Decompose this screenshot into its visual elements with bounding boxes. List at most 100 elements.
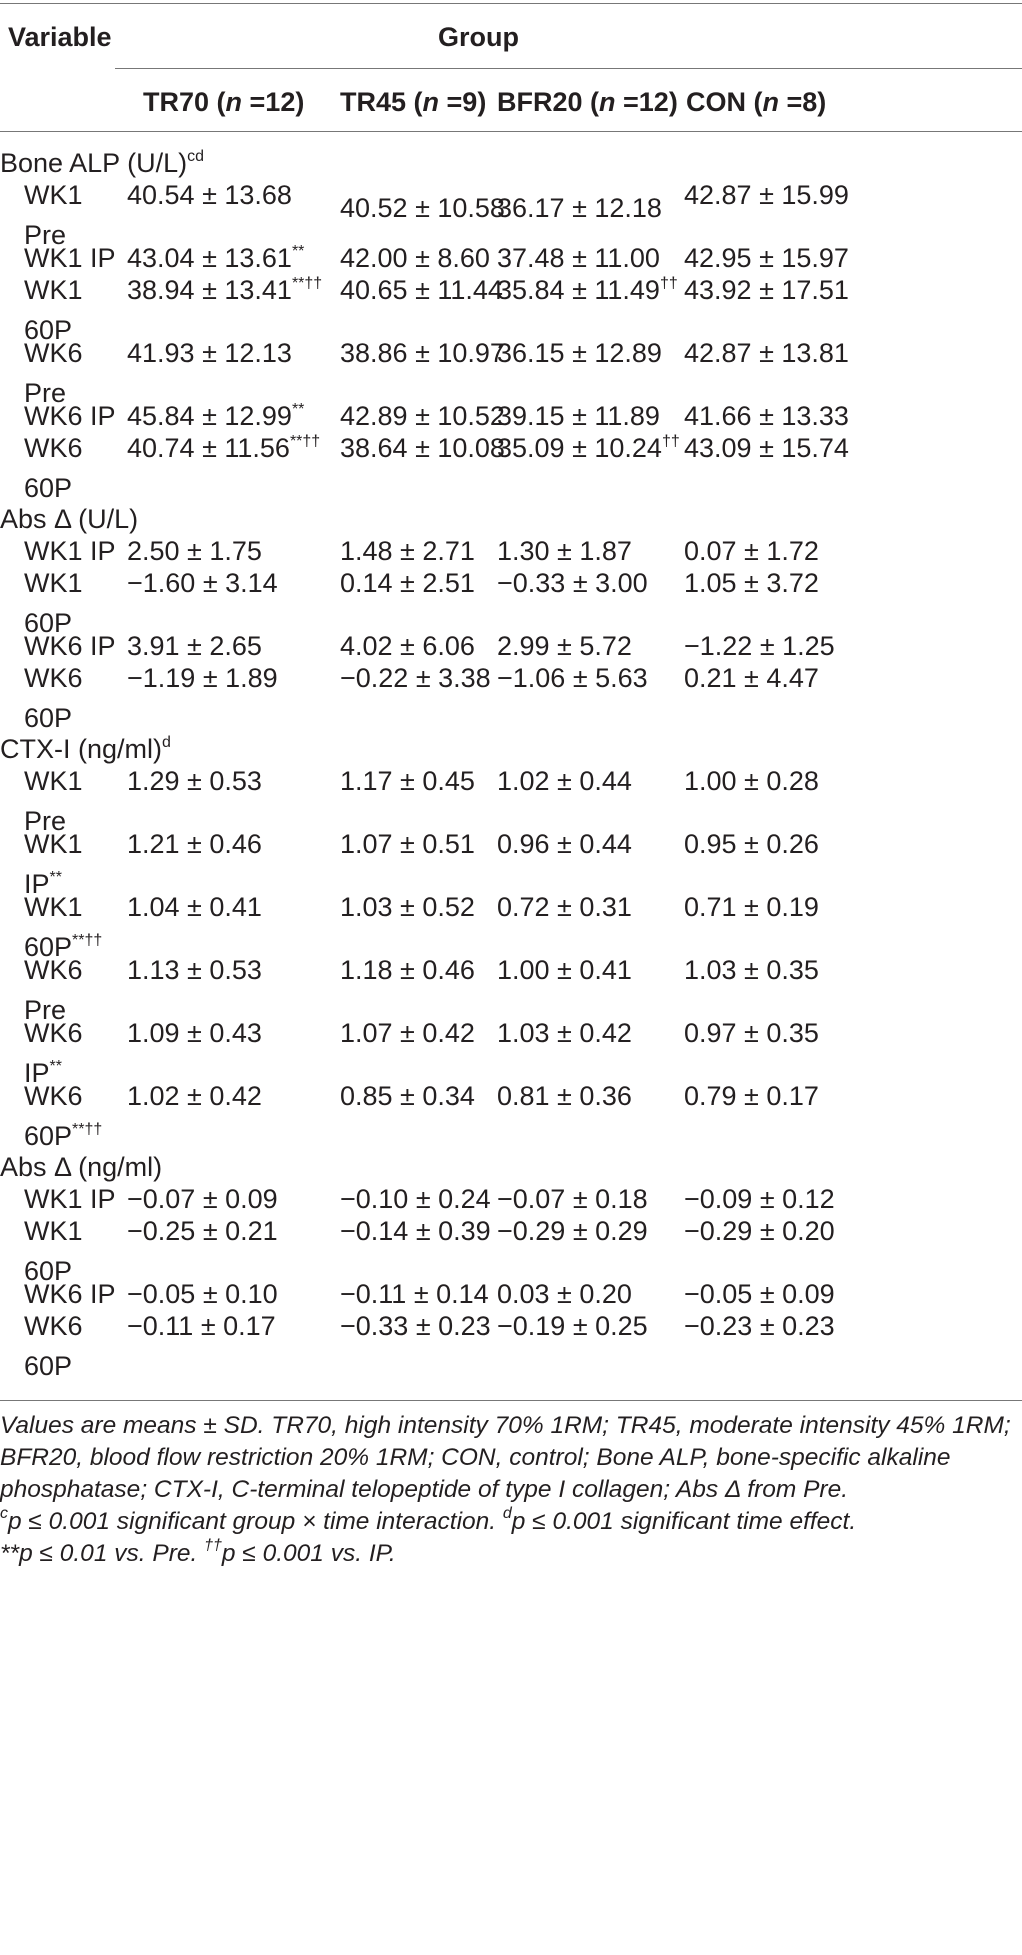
table-cell: 3.91 ± 2.65 <box>127 631 262 661</box>
table-cell: −0.10 ± 0.24 <box>340 1184 491 1214</box>
table-cell: −0.11 ± 0.14 <box>340 1279 489 1309</box>
row-label: WK1 Pre <box>24 766 83 836</box>
table-cell: 36.15 ± 12.89 <box>497 338 662 368</box>
row-label: WK6 60P <box>24 1311 83 1381</box>
table-cell: −0.23 ± 0.23 <box>684 1311 835 1341</box>
row-label: WK6 IP** <box>24 1018 83 1088</box>
row-label: WK1 IP <box>24 1184 116 1214</box>
table-cell: 40.54 ± 13.68 <box>127 180 292 210</box>
table-cell: 41.93 ± 12.13 <box>127 338 292 368</box>
row-label: WK6 60P <box>24 433 83 503</box>
table-cell: 39.15 ± 11.89 <box>497 401 660 431</box>
table-cell: 0.97 ± 0.35 <box>684 1018 819 1048</box>
table-rule <box>115 68 1022 69</box>
table-cell: −0.14 ± 0.39 <box>340 1216 491 1246</box>
table-footnotes: Values are means ± SD. TR70, high intens… <box>0 1410 1018 1570</box>
table-cell: 40.74 ± 11.56**†† <box>127 433 321 463</box>
table-cell: 1.05 ± 3.72 <box>684 568 819 598</box>
table-cell: 0.95 ± 0.26 <box>684 829 819 859</box>
table-cell: 43.09 ± 15.74 <box>684 433 849 463</box>
table-cell: 42.00 ± 8.60 <box>340 243 490 273</box>
table-cell: 0.03 ± 0.20 <box>497 1279 632 1309</box>
table-cell: 38.86 ± 10.97 <box>340 338 505 368</box>
table-cell: 42.87 ± 15.99 <box>684 180 849 210</box>
table-cell: −1.60 ± 3.14 <box>127 568 278 598</box>
table-cell: −1.06 ± 5.63 <box>497 663 648 693</box>
table-cell: −0.33 ± 0.23 <box>340 1311 491 1341</box>
table-cell: −1.22 ± 1.25 <box>684 631 835 661</box>
section-title: Bone ALP (U/L)cd <box>0 148 205 178</box>
table-cell: 0.85 ± 0.34 <box>340 1081 475 1111</box>
table-cell: 35.84 ± 11.49†† <box>497 275 678 305</box>
column-header-bfr20: BFR20 (n =12) <box>497 87 678 117</box>
row-label: WK1 IP** <box>24 829 83 899</box>
table-cell: 1.04 ± 0.41 <box>127 892 262 922</box>
table-cell: 0.21 ± 4.47 <box>684 663 819 693</box>
row-label: WK1 Pre <box>24 180 83 250</box>
table-cell: 1.48 ± 2.71 <box>340 536 475 566</box>
section-title: CTX-I (ng/ml)d <box>0 734 171 764</box>
row-label: WK6 IP <box>24 631 116 661</box>
table-cell: 43.04 ± 13.61** <box>127 243 305 273</box>
row-label: WK1 60P <box>24 275 83 345</box>
footnote-abbreviations: Values are means ± SD. TR70, high intens… <box>0 1412 1011 1503</box>
row-label: WK6 Pre <box>24 955 83 1025</box>
row-label: WK6 Pre <box>24 338 83 408</box>
table-cell: 1.03 ± 0.52 <box>340 892 475 922</box>
section-title: Abs Δ (ng/ml) <box>0 1152 163 1182</box>
table-cell: 45.84 ± 12.99** <box>127 401 305 431</box>
table-cell: −0.07 ± 0.18 <box>497 1184 648 1214</box>
table-cell: −0.29 ± 0.29 <box>497 1216 648 1246</box>
header-group: Group <box>438 22 519 52</box>
table-cell: 1.03 ± 0.35 <box>684 955 819 985</box>
table-cell: −0.19 ± 0.25 <box>497 1311 648 1341</box>
row-label: WK1 IP <box>24 243 116 273</box>
table-cell: 0.71 ± 0.19 <box>684 892 819 922</box>
table-cell: 38.94 ± 13.41**†† <box>127 275 323 305</box>
column-header-tr45: TR45 (n =9) <box>340 87 487 117</box>
table-cell: 43.92 ± 17.51 <box>684 275 849 305</box>
footnote-posthoc: **p ≤ 0.01 vs. Pre. ††p ≤ 0.001 vs. IP. <box>0 1537 396 1568</box>
table-cell: 40.65 ± 11.44 <box>340 275 503 305</box>
row-label: WK1 60P <box>24 1216 83 1286</box>
table-cell: 42.95 ± 15.97 <box>684 243 849 273</box>
table-cell: 1.18 ± 0.46 <box>340 955 475 985</box>
row-label: WK6 IP <box>24 1279 116 1309</box>
table-cell: 0.96 ± 0.44 <box>497 829 632 859</box>
column-header-con: CON (n =8) <box>686 87 827 117</box>
table-cell: 2.99 ± 5.72 <box>497 631 632 661</box>
table-cell: −0.07 ± 0.09 <box>127 1184 278 1214</box>
table-cell: 1.07 ± 0.51 <box>340 829 475 859</box>
table-cell: −0.22 ± 3.38 <box>340 663 491 693</box>
column-header-tr70: TR70 (n =12) <box>143 87 305 117</box>
table-cell: 42.89 ± 10.52 <box>340 401 505 431</box>
table-cell: 1.30 ± 1.87 <box>497 536 632 566</box>
table-cell: −0.33 ± 3.00 <box>497 568 648 598</box>
table-cell: 0.72 ± 0.31 <box>497 892 632 922</box>
row-label: WK1 IP <box>24 536 116 566</box>
table-cell: 1.29 ± 0.53 <box>127 766 262 796</box>
table-rule <box>0 131 1022 132</box>
table-cell: 35.09 ± 10.24†† <box>497 433 680 463</box>
table-cell: 1.07 ± 0.42 <box>340 1018 475 1048</box>
table-cell: −0.09 ± 0.12 <box>684 1184 835 1214</box>
row-label: WK6 60P**†† <box>24 1081 103 1151</box>
table-cell: 1.00 ± 0.41 <box>497 955 632 985</box>
table-cell: 0.07 ± 1.72 <box>684 536 819 566</box>
table-rule <box>0 1400 1022 1401</box>
table-cell: 1.17 ± 0.45 <box>340 766 475 796</box>
table-cell: 0.81 ± 0.36 <box>497 1081 632 1111</box>
row-label: WK1 60P**†† <box>24 892 103 962</box>
table-cell: 1.00 ± 0.28 <box>684 766 819 796</box>
table-cell: −0.11 ± 0.17 <box>127 1311 276 1341</box>
section-title: Abs Δ (U/L) <box>0 504 139 534</box>
table-cell: 1.02 ± 0.42 <box>127 1081 262 1111</box>
table-cell: 1.13 ± 0.53 <box>127 955 262 985</box>
table-cell: 4.02 ± 6.06 <box>340 631 475 661</box>
header-variable: Variable <box>8 22 112 52</box>
table-cell: 40.52 ± 10.58 <box>340 193 505 223</box>
table-cell: −0.05 ± 0.10 <box>127 1279 278 1309</box>
table-cell: 36.17 ± 12.18 <box>497 193 662 223</box>
row-label: WK1 60P <box>24 568 83 638</box>
table-cell: 0.79 ± 0.17 <box>684 1081 819 1111</box>
